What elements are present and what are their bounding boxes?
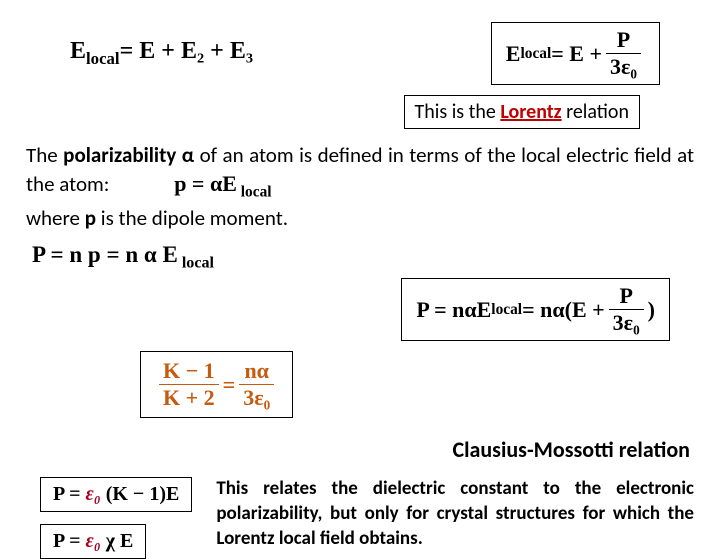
clausius-mossotti-equation: K − 1K + 2 = nα3ε₀ [140,351,293,418]
lorentz-relation-label: This is the Lorentz relation [404,95,640,129]
clausius-mossotti-label: Clausius-Mossotti relation [20,436,690,463]
p-epsilon-chi-equation: P = ε₀ χ E [40,524,146,559]
p-epsilon-k-equation: P = ε₀ (K − 1)E [40,477,192,512]
polarization-expanded: P = nαElocal = nα(E + P3ε₀ ) [401,278,670,341]
equation-local-sum: Elocal= E + E₂ + E₃ [70,38,253,69]
polarizability-definition: The polarizability α of an atom is defin… [26,141,694,232]
lorentz-field-equation: Elocal = E + P3ε₀ [491,22,660,85]
polarization-equation: P = n p = n α E local [32,242,700,273]
explanation-text: This relates the dielectric constant to … [216,477,700,559]
